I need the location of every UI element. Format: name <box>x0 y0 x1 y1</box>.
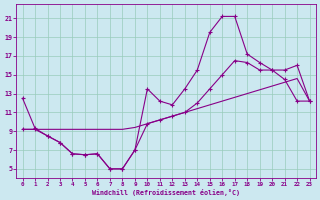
X-axis label: Windchill (Refroidissement éolien,°C): Windchill (Refroidissement éolien,°C) <box>92 189 240 196</box>
